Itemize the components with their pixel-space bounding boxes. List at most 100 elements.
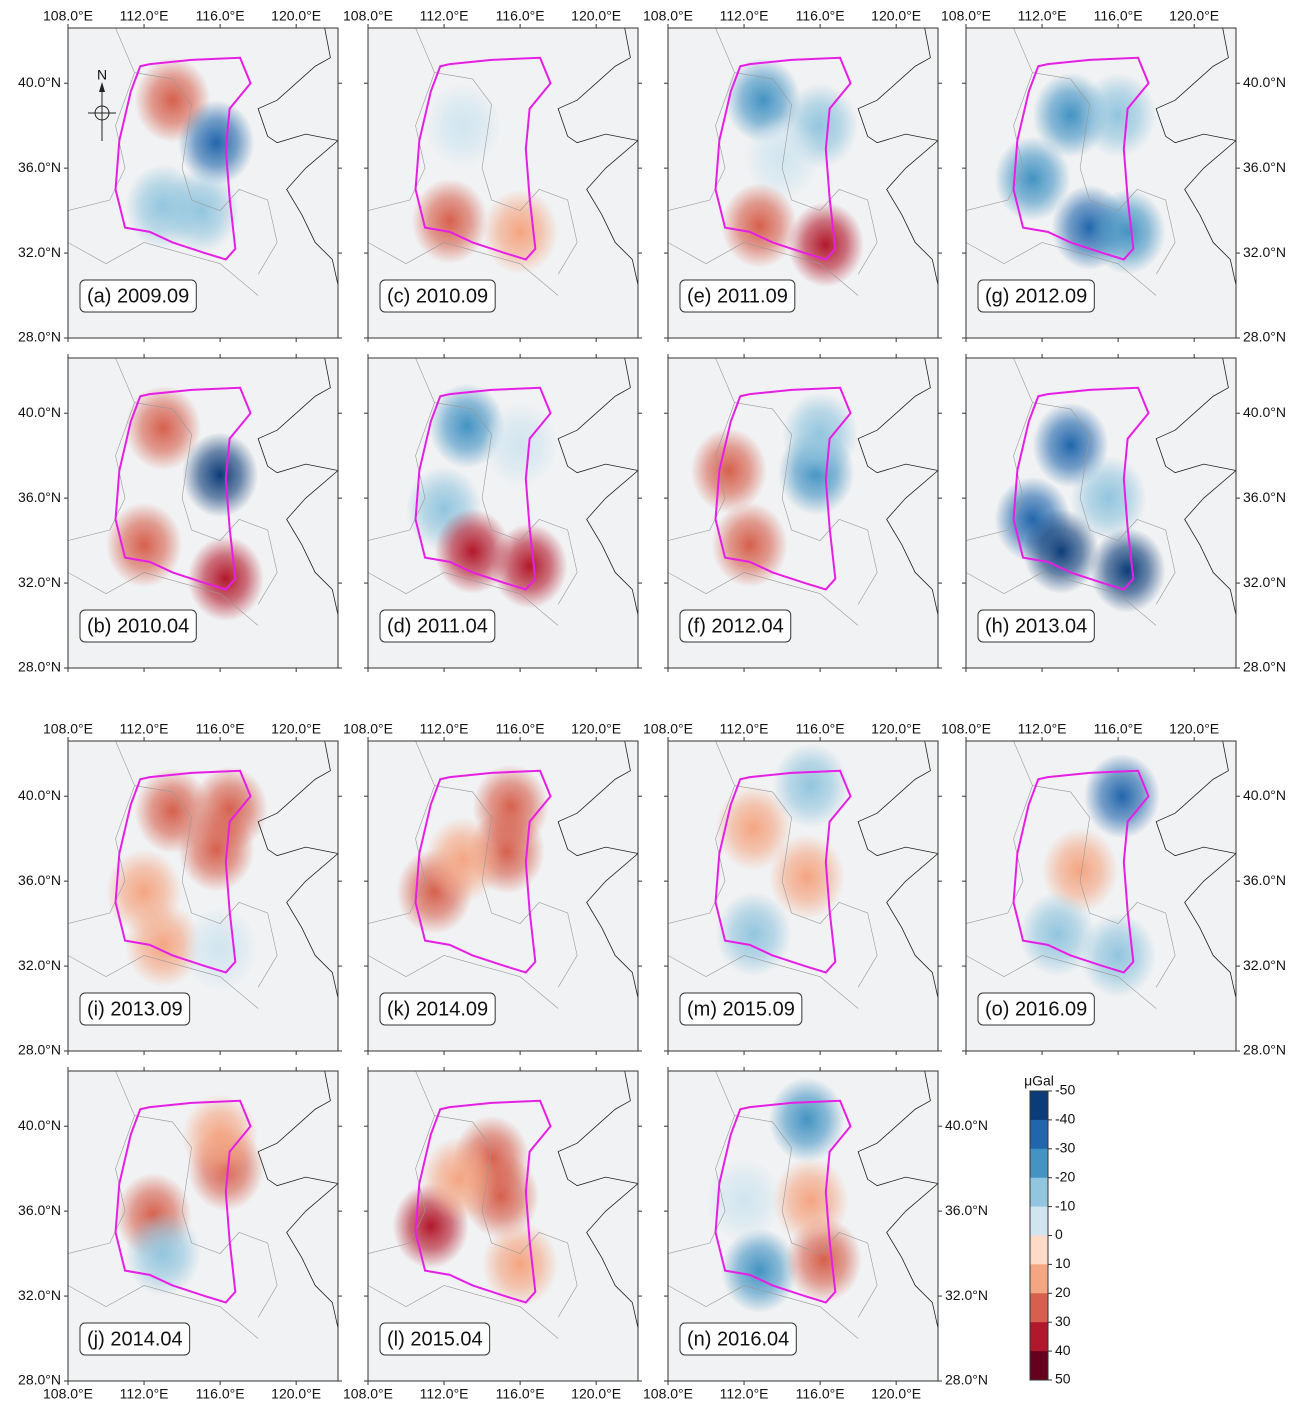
- colorbar-segment: [1030, 1293, 1048, 1323]
- province-border: [715, 28, 878, 275]
- coastline: [257, 741, 338, 999]
- x-tick-label: 116.0°E: [796, 8, 845, 24]
- x-tick-label: 120.0°E: [571, 8, 621, 24]
- province-border: [715, 358, 878, 605]
- province-border: [368, 785, 435, 924]
- anomaly: [491, 523, 568, 609]
- x-tick-label: 120.0°E: [871, 8, 921, 24]
- anomaly: [125, 1211, 202, 1297]
- y-tick-label: 32.0°N: [1243, 957, 1286, 973]
- province-border: [68, 955, 259, 1009]
- coastline: [257, 1071, 338, 1329]
- panel-label-box: [379, 1322, 491, 1356]
- coastline: [1155, 358, 1236, 616]
- north-arrow: N: [88, 67, 116, 141]
- province-border: [115, 741, 278, 988]
- x-tick-label: 108.0°E: [643, 721, 693, 737]
- y-tick-label: 28.0°N: [1243, 659, 1286, 675]
- map-frame: [667, 357, 939, 669]
- map-panel: 108.0°E 112.0°E 116.0°E 120.0°E (e) 2011.09: [643, 8, 942, 342]
- basin-boundary: [114, 56, 252, 261]
- basin-boundary: [1012, 386, 1150, 591]
- coastline: [557, 28, 638, 286]
- anomaly: [711, 502, 788, 588]
- basin-boundary: [1012, 769, 1150, 974]
- coastline: [857, 28, 938, 286]
- anomaly: [482, 1221, 559, 1307]
- map-area: [368, 741, 638, 1051]
- anomaly: [1089, 527, 1166, 613]
- panel-label: (j) 2014.04: [87, 1328, 183, 1350]
- basin-boundary: [714, 769, 852, 974]
- colorbar-segment: [1030, 1235, 1048, 1265]
- x-tick-label: 112.0°E: [120, 8, 169, 24]
- panel-label-box: [679, 609, 792, 643]
- map-frame: [67, 740, 339, 1052]
- map-panel: 108.0°E 112.0°E 116.0°E 120.0°E (m) 2015.09: [643, 721, 942, 1055]
- y-tick-label: 36.0°N: [1243, 489, 1286, 505]
- colorbar-tick-label: -20: [1055, 1168, 1075, 1184]
- anomaly: [1019, 891, 1096, 977]
- map-area: [368, 1071, 638, 1381]
- x-tick-label: 112.0°E: [420, 721, 469, 737]
- y-tick-label: 40.0°N: [18, 404, 61, 420]
- y-tick-label: 40.0°N: [18, 74, 61, 90]
- map-panel: 108.0°E 112.0°E 116.0°E 120.0°E 28.0°N 32.0°N…: [18, 1067, 342, 1402]
- x-tick-label: 112.0°E: [120, 721, 169, 737]
- y-tick-label: 36.0°N: [18, 872, 61, 888]
- x-tick-label: 112.0°E: [1018, 721, 1067, 737]
- y-tick-label: 28.0°N: [945, 1372, 988, 1388]
- map-frame: [965, 357, 1237, 669]
- province-border: [68, 402, 135, 541]
- basin-boundary: [714, 386, 852, 591]
- anomaly: [1042, 828, 1119, 913]
- map-panel: 108.0°E 112.0°E 116.0°E 120.0°E 28.0°N 32.0°N…: [18, 721, 342, 1058]
- basin-boundary: [414, 56, 552, 261]
- y-tick-label: 28.0°N: [18, 1372, 61, 1388]
- colorbar-tick-label: -50: [1055, 1082, 1075, 1098]
- y-tick-label: 36.0°N: [18, 1202, 61, 1218]
- x-tick-label: 120.0°E: [271, 1386, 321, 1402]
- panel-label: (m) 2015.09: [687, 998, 795, 1020]
- x-tick-label: 116.0°E: [796, 721, 845, 737]
- anomaly: [182, 906, 259, 992]
- map-frame: [965, 27, 1237, 339]
- province-border: [668, 242, 859, 296]
- map-frame: [367, 27, 639, 339]
- x-tick-label: 116.0°E: [1094, 721, 1143, 737]
- map-frame: [667, 1070, 939, 1382]
- map-panel: 28.0°N 32.0°N 36.0°N 40.0°N (b) 2010.04: [18, 354, 342, 675]
- y-tick-label: 40.0°N: [18, 1117, 61, 1133]
- map-frame: [67, 1070, 339, 1382]
- x-tick-label: 116.0°E: [196, 1386, 245, 1402]
- panel-label-box: [79, 1322, 191, 1356]
- x-tick-label: 112.0°E: [420, 8, 469, 24]
- panel-label: (a) 2009.09: [87, 285, 189, 307]
- panel-label: (n) 2016.04: [687, 1328, 789, 1350]
- x-tick-label: 108.0°E: [43, 721, 93, 737]
- y-tick-label: 40.0°N: [18, 787, 61, 803]
- x-tick-label: 112.0°E: [720, 1386, 769, 1402]
- province-border: [966, 72, 1033, 211]
- x-tick-label: 108.0°E: [643, 1386, 693, 1402]
- map-panel: 108.0°E 112.0°E 116.0°E 120.0°E (k) 2014.09: [343, 721, 642, 1055]
- x-tick-label: 112.0°E: [720, 8, 769, 24]
- province-border: [966, 572, 1157, 626]
- x-tick-label: 120.0°E: [871, 721, 921, 737]
- province-border: [966, 785, 1033, 924]
- map-frame: [367, 1070, 639, 1382]
- panel-label: (o) 2016.09: [985, 998, 1087, 1020]
- province-border: [68, 1115, 135, 1254]
- y-tick-label: 32.0°N: [18, 1287, 61, 1303]
- x-tick-label: 120.0°E: [271, 721, 321, 737]
- x-tick-label: 108.0°E: [941, 721, 991, 737]
- anomaly: [715, 891, 792, 977]
- y-tick-label: 36.0°N: [1243, 159, 1286, 175]
- province-border: [668, 955, 859, 1009]
- anomaly: [715, 785, 792, 871]
- y-tick-label: 40.0°N: [1243, 74, 1286, 90]
- panel-label: (e) 2011.09: [687, 285, 788, 307]
- map-panel: 108.0°E 112.0°E 116.0°E 120.0°E (l) 2015.04: [343, 1067, 642, 1402]
- map-panel: 108.0°E 112.0°E 116.0°E 120.0°E 28.0°N 32.0°N…: [941, 721, 1286, 1058]
- province-border: [68, 572, 259, 626]
